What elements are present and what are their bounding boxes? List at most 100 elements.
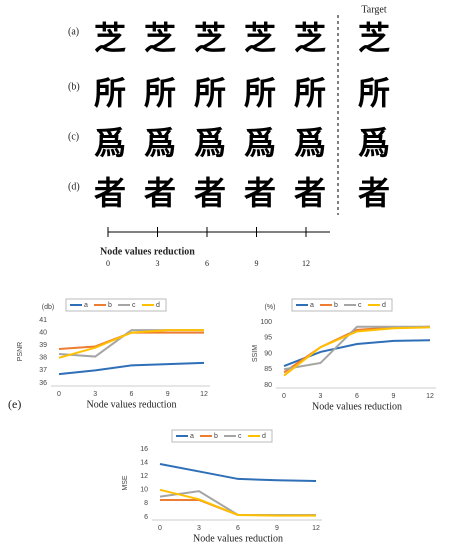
y-tick-label: 36 <box>39 380 47 387</box>
y-tick-label: 39 <box>39 342 47 349</box>
y-tick-label: 40 <box>39 329 47 336</box>
x-axis-label: Node values reduction <box>87 399 177 410</box>
glyph: 芝 <box>294 19 326 57</box>
legend-box <box>65 298 167 312</box>
axis-label: Node values reduction <box>100 246 195 257</box>
series-line <box>160 499 316 516</box>
y-tick-label: 100 <box>260 319 272 326</box>
y-tick-label: 41 <box>39 317 47 324</box>
legend-label: d <box>156 302 160 309</box>
y-tick-label: 37 <box>39 367 47 374</box>
row-label: (d) <box>68 181 80 192</box>
legend-box <box>291 298 393 312</box>
glyph: 所 <box>294 74 326 112</box>
x-tick-label: 12 <box>426 393 434 400</box>
target-glyph: 爲 <box>358 124 390 162</box>
tick-label: 3 <box>156 259 160 268</box>
y-tick-label: 90 <box>264 350 272 357</box>
row-label: (a) <box>68 26 79 37</box>
x-axis-label: Node values reduction <box>193 533 283 544</box>
glyph: 爲 <box>294 124 326 162</box>
y-axis-label: PSNR <box>17 342 24 361</box>
unit-label: (db) <box>42 304 54 311</box>
glyph: 者 <box>294 174 326 212</box>
series-line <box>159 488 316 517</box>
y-tick-label: 80 <box>264 382 272 389</box>
y-axis-label: SSIM <box>252 345 259 362</box>
row-label: (c) <box>68 131 79 142</box>
legend-label: c <box>238 433 242 440</box>
legend-label: c <box>358 302 362 309</box>
x-tick-label: 3 <box>93 391 97 398</box>
glyph: 爲 <box>244 124 276 162</box>
y-tick-label: 95 <box>264 335 272 342</box>
glyph: 芝 <box>144 19 176 57</box>
tick-label: 9 <box>255 259 259 268</box>
legend-label: a <box>310 302 314 309</box>
x-tick-label: 6 <box>130 391 134 398</box>
series-line <box>58 329 204 359</box>
glyph: 爲 <box>144 124 176 162</box>
y-tick-label: 10 <box>140 487 148 494</box>
x-tick-label: 6 <box>236 525 240 532</box>
y-axis-label: MSE <box>122 475 129 491</box>
legend-box <box>171 429 273 443</box>
x-tick-label: 9 <box>275 525 279 532</box>
target-glyph: 芝 <box>358 19 390 57</box>
target-label: Target <box>361 4 386 15</box>
glyph: 所 <box>244 74 276 112</box>
legend-label: c <box>132 302 136 309</box>
glyph: 者 <box>194 174 226 212</box>
glyph: 者 <box>244 174 276 212</box>
legend-label: d <box>382 302 386 309</box>
y-tick-label: 6 <box>144 514 148 521</box>
legend-label: b <box>334 302 338 309</box>
row-label: (b) <box>68 81 80 92</box>
panel-label: (e) <box>8 397 21 411</box>
glyph: 爲 <box>194 124 226 162</box>
x-axis-label: Node values reduction <box>312 401 402 412</box>
unit-label: (%) <box>265 304 276 311</box>
glyph: 芝 <box>194 19 226 57</box>
y-tick-label: 14 <box>140 459 148 466</box>
series-line <box>283 339 431 368</box>
glyph: 爲 <box>94 124 126 162</box>
glyph: 所 <box>194 74 226 112</box>
glyph: 者 <box>144 174 176 212</box>
glyph: 所 <box>144 74 176 112</box>
series-line <box>58 361 205 376</box>
x-tick-label: 3 <box>319 393 323 400</box>
glyph: 者 <box>94 174 126 212</box>
glyph: 芝 <box>244 19 276 57</box>
x-tick-label: 0 <box>282 393 286 400</box>
y-tick-label: 85 <box>264 366 272 373</box>
tick-label: 0 <box>106 259 110 268</box>
x-tick-label: 9 <box>166 391 170 398</box>
series-line <box>283 325 430 371</box>
y-tick-label: 8 <box>144 500 148 507</box>
x-tick-label: 12 <box>200 391 208 398</box>
y-tick-label: 16 <box>140 446 148 453</box>
legend-label: a <box>190 433 194 440</box>
tick-label: 12 <box>302 259 310 268</box>
target-glyph: 所 <box>358 74 390 112</box>
x-tick-label: 0 <box>158 525 162 532</box>
x-tick-label: 6 <box>355 393 359 400</box>
x-tick-label: 3 <box>197 525 201 532</box>
glyph: 所 <box>94 74 126 112</box>
target-glyph: 者 <box>358 174 390 212</box>
tick-label: 6 <box>205 259 209 268</box>
x-tick-label: 12 <box>312 525 320 532</box>
glyph: 芝 <box>94 19 126 57</box>
x-tick-label: 9 <box>392 393 396 400</box>
legend-label: d <box>262 433 266 440</box>
y-tick-label: 12 <box>140 473 148 480</box>
y-tick-label: 38 <box>39 355 47 362</box>
legend-label: b <box>108 302 112 309</box>
series-line <box>58 331 204 350</box>
legend-label: b <box>214 433 218 440</box>
series-line <box>159 462 317 482</box>
x-tick-label: 0 <box>57 391 61 398</box>
legend-label: a <box>84 302 88 309</box>
